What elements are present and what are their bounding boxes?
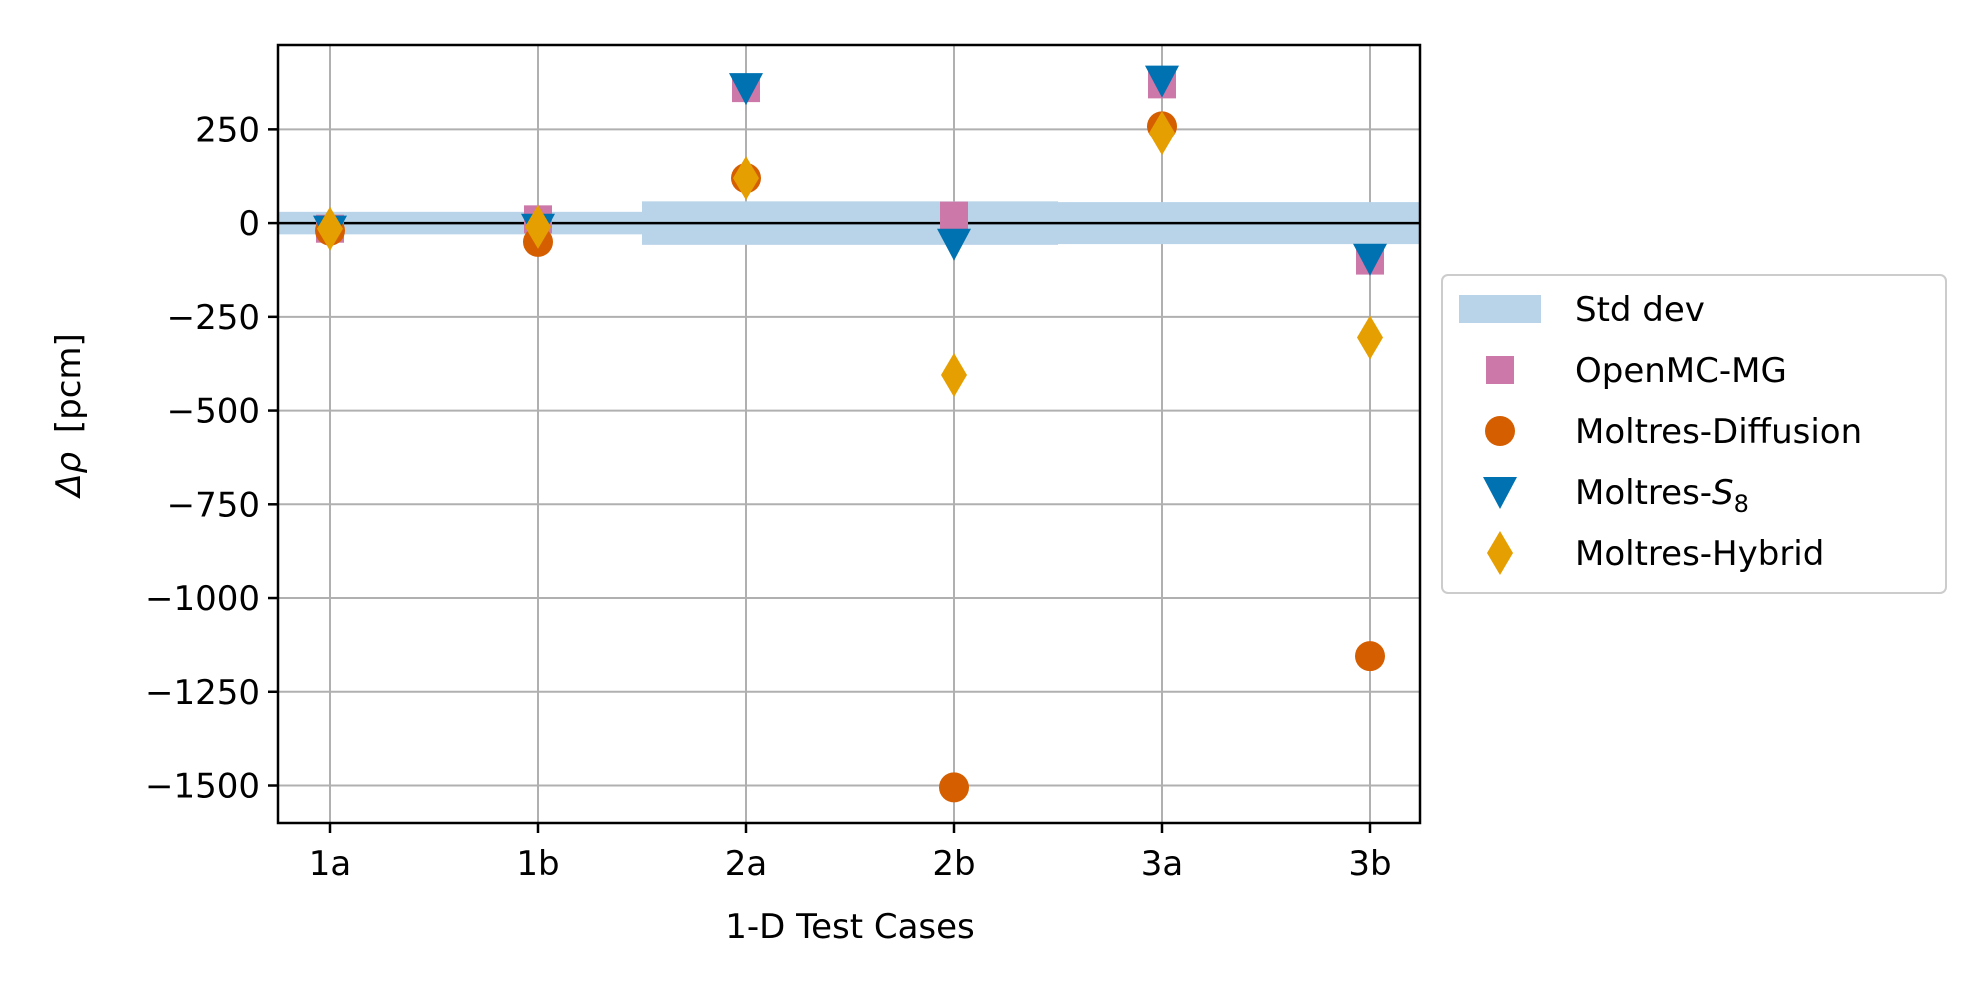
legend-label-moltres-hybrid: Moltres-Hybrid — [1575, 534, 1824, 574]
moltres-hybrid-marker — [525, 204, 551, 249]
moltres-s8-marker — [1353, 243, 1387, 276]
moltres-hybrid-marker — [733, 156, 759, 201]
moltres-hybrid-marker — [1357, 315, 1383, 360]
grid-lines — [278, 45, 1420, 823]
openmc-mg-marker — [940, 201, 968, 230]
legend-label-std-dev: Std dev — [1575, 290, 1705, 330]
moltres-hybrid-marker — [317, 206, 343, 251]
x-axis-ticks: 1a 1b 2a 2b 3a 3b — [309, 823, 1392, 884]
legend-box — [1441, 274, 1947, 594]
moltres-hybrid-marker — [941, 352, 967, 397]
x-tick-label: 1b — [516, 844, 559, 884]
legend-label-moltres-diffusion: Moltres-Diffusion — [1575, 412, 1862, 452]
legend-marker — [1486, 356, 1514, 384]
moltres-s8-marker — [937, 228, 971, 261]
moltres-s8-marker — [729, 73, 763, 106]
moltres-diffusion-marker — [939, 772, 969, 803]
x-tick-label: 2a — [725, 844, 767, 884]
y-tick-label: −250 — [167, 298, 260, 338]
moltres-diffusion-marker — [1355, 641, 1385, 672]
y-tick-label: −750 — [167, 485, 260, 525]
moltres-s8-marker — [1145, 65, 1179, 98]
x-tick-label: 1a — [309, 844, 351, 884]
x-tick-label: 3b — [1348, 844, 1391, 884]
plot-frame — [276, 43, 1422, 825]
moltres-hybrid-marker — [1149, 111, 1175, 156]
data-markers — [313, 65, 1387, 803]
legend-swatch-std-dev — [1459, 295, 1541, 323]
x-axis-title: 1-D Test Cases — [725, 907, 975, 947]
legend-marker — [1483, 477, 1517, 509]
legend: Std dev OpenMC-MG Moltres-Diffusion Moltres… — [1441, 274, 1947, 594]
y-axis-title: Δρ [pcm] — [49, 333, 89, 500]
y-axis-title-symbol: Δρ — [49, 452, 89, 500]
y-tick-label: 250 — [195, 110, 260, 150]
y-tick-label: 0 — [238, 204, 260, 244]
y-tick-label: −500 — [167, 392, 260, 432]
x-tick-label: 3a — [1141, 844, 1183, 884]
y-tick-label: −1500 — [145, 767, 260, 807]
y-axis-title-unit: [pcm] — [49, 333, 89, 433]
legend-marker — [1487, 531, 1513, 575]
y-axis-ticks: 250 0 −250 −500 −750 −1000 −1250 −1500 — [145, 110, 278, 807]
x-tick-label: 2b — [932, 844, 975, 884]
legend-marker — [1485, 416, 1515, 446]
legend-label-openmc-mg: OpenMC-MG — [1575, 351, 1787, 391]
legend-label-moltres-s8: Moltres-S8 — [1575, 473, 1749, 518]
y-tick-label: −1000 — [145, 579, 260, 619]
y-tick-label: −1250 — [145, 673, 260, 713]
